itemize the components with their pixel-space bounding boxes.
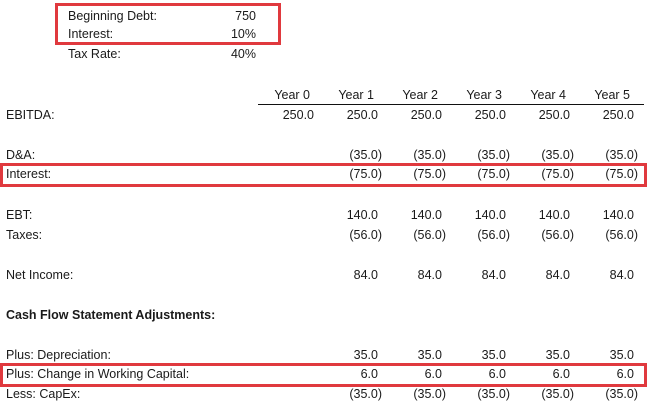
cell-ebitda-y2: 250.0: [410, 108, 442, 122]
cell-ebt-y4: 140.0: [538, 208, 570, 222]
highlight-box-assumptions: [55, 3, 281, 45]
cell-taxes-y4: (56.0): [541, 228, 574, 242]
cell-taxes-y2: (56.0): [413, 228, 446, 242]
cell-plus-dep-y4: 35.0: [545, 348, 570, 362]
cell-interest-y1: (75.0): [349, 167, 382, 181]
assumption-label-interest: Interest:: [68, 27, 114, 41]
cell-less-capex-y5: (35.0): [605, 387, 638, 401]
highlight-box-interest: [0, 163, 647, 187]
assumption-value-interest: 10%: [230, 27, 256, 41]
row-label-interest: Interest:: [6, 167, 52, 181]
cell-plus-wc-y3: 6.0: [488, 367, 506, 381]
cell-net-income-y1: 84.0: [353, 268, 378, 282]
cell-interest-y4: (75.0): [541, 167, 574, 181]
cell-ebt-y5: 140.0: [602, 208, 634, 222]
year-header-5: Year 5: [594, 88, 630, 102]
row-label-less-capex: Less: CapEx:: [6, 387, 81, 401]
cell-ebt-y1: 140.0: [346, 208, 378, 222]
row-label-plus-working-capital: Plus: Change in Working Capital:: [6, 367, 190, 381]
row-label-ebitda: EBITDA:: [6, 108, 55, 122]
cell-plus-dep-y2: 35.0: [417, 348, 442, 362]
cell-interest-y2: (75.0): [413, 167, 446, 181]
year-header-2: Year 2: [402, 88, 438, 102]
cell-less-capex-y1: (35.0): [349, 387, 382, 401]
cell-taxes-y1: (56.0): [349, 228, 382, 242]
cell-ebt-y3: 140.0: [474, 208, 506, 222]
cell-ebitda-y5: 250.0: [602, 108, 634, 122]
cell-plus-dep-y1: 35.0: [353, 348, 378, 362]
cell-plus-dep-y5: 35.0: [609, 348, 634, 362]
year-header-4: Year 4: [530, 88, 566, 102]
cell-ebitda-y1: 250.0: [346, 108, 378, 122]
cell-plus-dep-y3: 35.0: [481, 348, 506, 362]
row-label-taxes: Taxes:: [6, 228, 43, 242]
year-header-1: Year 1: [338, 88, 374, 102]
row-label-ebt: EBT:: [6, 208, 33, 222]
cell-plus-wc-y5: 6.0: [616, 367, 634, 381]
cell-net-income-y2: 84.0: [417, 268, 442, 282]
assumption-value-beginning-debt: 750: [235, 9, 256, 23]
section-heading-cfs-adjustments: Cash Flow Statement Adjustments:: [6, 308, 216, 322]
assumption-value-tax-rate: 40%: [230, 47, 256, 61]
cell-ebt-y2: 140.0: [410, 208, 442, 222]
cell-interest-y5: (75.0): [605, 167, 638, 181]
cell-less-capex-y4: (35.0): [541, 387, 574, 401]
row-label-da: D&A:: [6, 148, 36, 162]
cell-da-y4: (35.0): [541, 148, 574, 162]
header-underline: [258, 104, 644, 105]
assumption-label-beginning-debt: Beginning Debt:: [68, 9, 157, 23]
assumption-label-tax-rate: Tax Rate:: [68, 47, 121, 61]
row-label-plus-depreciation: Plus: Depreciation:: [6, 348, 111, 362]
cell-net-income-y5: 84.0: [609, 268, 634, 282]
row-label-net-income: Net Income:: [6, 268, 74, 282]
cell-plus-wc-y2: 6.0: [424, 367, 442, 381]
cell-taxes-y3: (56.0): [477, 228, 510, 242]
cell-taxes-y5: (56.0): [605, 228, 638, 242]
cell-less-capex-y3: (35.0): [477, 387, 510, 401]
cell-ebitda-y0: 250.0: [282, 108, 314, 122]
cell-ebitda-y3: 250.0: [474, 108, 506, 122]
cell-da-y2: (35.0): [413, 148, 446, 162]
cell-da-y1: (35.0): [349, 148, 382, 162]
cell-less-capex-y2: (35.0): [413, 387, 446, 401]
highlight-box-working-capital: [0, 363, 647, 387]
cell-ebitda-y4: 250.0: [538, 108, 570, 122]
cell-da-y3: (35.0): [477, 148, 510, 162]
year-header-3: Year 3: [466, 88, 502, 102]
cell-net-income-y4: 84.0: [545, 268, 570, 282]
cell-net-income-y3: 84.0: [481, 268, 506, 282]
year-header-0: Year 0: [274, 88, 310, 102]
cell-plus-wc-y1: 6.0: [360, 367, 378, 381]
cell-da-y5: (35.0): [605, 148, 638, 162]
cell-interest-y3: (75.0): [477, 167, 510, 181]
cell-plus-wc-y4: 6.0: [552, 367, 570, 381]
